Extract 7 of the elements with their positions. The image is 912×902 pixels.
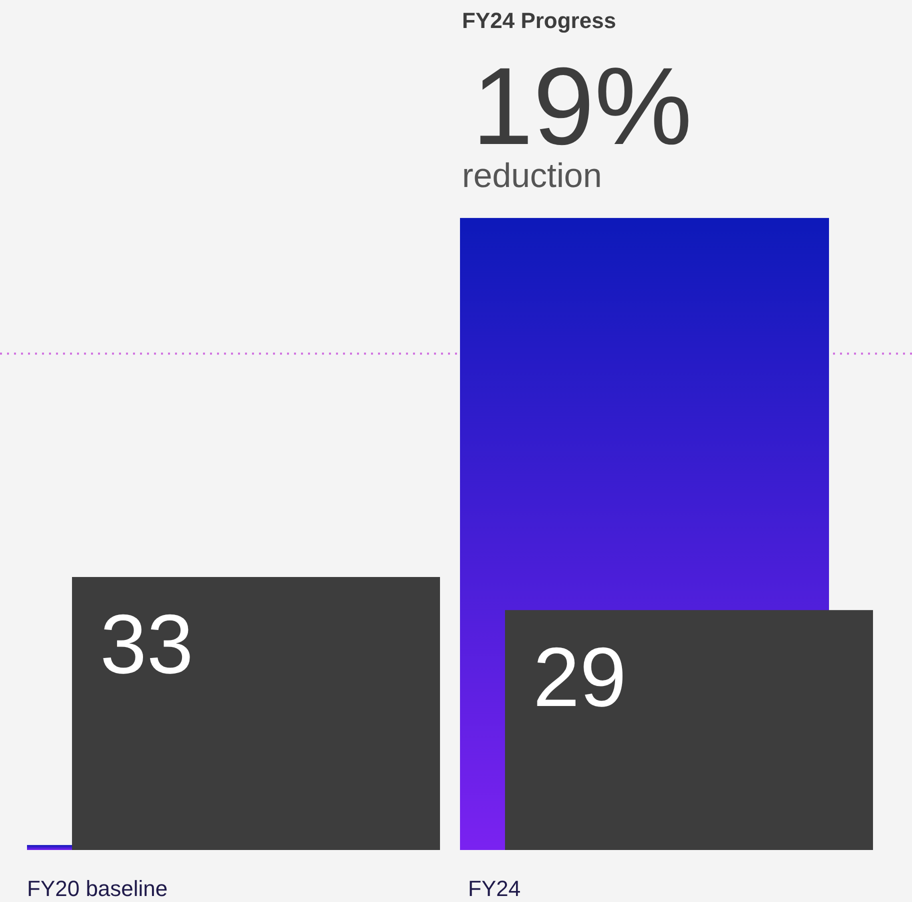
bar (72, 577, 440, 850)
data-label: 29 (533, 630, 626, 724)
chart-title: FY24 Progress (462, 8, 616, 33)
x-tick-label: FY20 baseline (27, 876, 168, 901)
bar (505, 610, 873, 850)
data-label: 33 (100, 597, 194, 691)
x-tick-label: FY24 (468, 876, 521, 901)
